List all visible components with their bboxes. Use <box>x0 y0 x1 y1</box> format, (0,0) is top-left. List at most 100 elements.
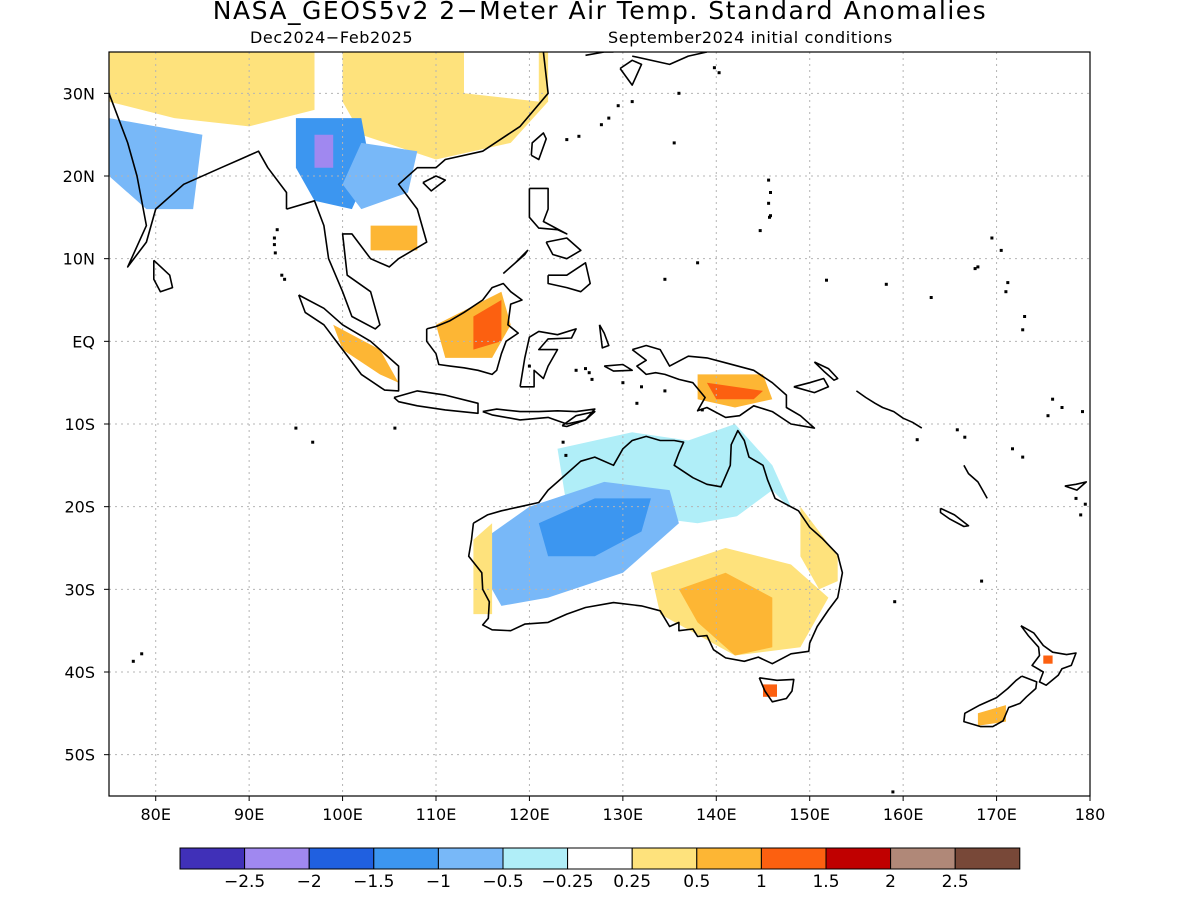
island-dot <box>577 134 581 138</box>
coastline-nz-north <box>1020 625 1077 687</box>
lon-tick-label: 110E <box>416 805 457 824</box>
island-dot <box>640 385 643 389</box>
coastline-hainan <box>422 175 447 192</box>
lat-tick-label: EQ <box>72 332 95 351</box>
colorbar-swatch <box>567 847 633 870</box>
coastline-fiji <box>1064 481 1088 491</box>
island-dot <box>635 401 639 405</box>
island-dot <box>272 236 276 240</box>
island-dot <box>1051 397 1055 401</box>
island-dot <box>131 659 135 663</box>
island-dot <box>884 282 888 286</box>
island-dot <box>767 178 771 182</box>
colorbar-swatch <box>373 847 439 870</box>
island-dot <box>769 214 772 218</box>
graticule <box>109 52 1090 796</box>
island-dot <box>1004 290 1008 294</box>
island-dot <box>393 426 397 430</box>
island-dot <box>768 215 771 219</box>
island-dot <box>825 278 828 282</box>
island-dot <box>663 389 667 393</box>
island-dot <box>696 261 700 265</box>
coastline-layer <box>109 52 1088 794</box>
coastline-japan-kyushu <box>619 59 643 86</box>
island-dot <box>275 228 279 232</box>
map-frame <box>108 51 1091 797</box>
lon-tick-label: 100E <box>322 805 363 824</box>
lat-tick-label: 10N <box>63 250 95 269</box>
colorbar-swatch <box>308 847 375 870</box>
anomaly-shading-layer <box>109 52 1053 726</box>
colorbar: −2.5 −2 −1.5 −1 −0.5 −0.25 0.25 0.5 1 1.5 2 2.5 <box>179 847 1021 892</box>
lon-tick-label: 90E <box>234 805 264 824</box>
colorbar-label: 2.5 <box>942 872 969 892</box>
colorbar-swatch <box>437 847 504 870</box>
coastline-taiwan <box>530 132 548 161</box>
coastline-tasmania <box>758 677 795 703</box>
coastline-korea-japan <box>585 52 614 57</box>
island-dot <box>1021 328 1025 332</box>
colorbar-label: −0.25 <box>542 872 594 892</box>
island-dot <box>929 296 933 299</box>
colorbar-label: 1.5 <box>812 872 839 892</box>
island-dot <box>561 440 565 444</box>
island-dot <box>1060 406 1064 409</box>
coastline-japan-honshu <box>632 52 708 66</box>
colorbar-swatch <box>954 847 1021 870</box>
island-dot <box>1021 455 1025 459</box>
colorbar-swatch <box>760 847 827 870</box>
anomaly-region-new-zealand-north-warm <box>1043 655 1053 664</box>
lat-tick-label: 30S <box>64 580 95 599</box>
lon-tick-label: 80E <box>140 805 170 824</box>
coastline-vanuatu <box>963 464 988 499</box>
island-dot <box>1081 410 1084 414</box>
island-dot <box>717 71 721 75</box>
island-dot <box>1023 315 1027 318</box>
anomaly-region-western-india-cool <box>109 118 203 210</box>
anomaly-region-myanmar-core <box>314 134 334 168</box>
colorbar-swatch <box>244 847 310 870</box>
island-dot <box>963 435 967 439</box>
colorbar-swatch <box>890 847 956 870</box>
colorbar-swatch <box>502 847 569 870</box>
coastline-luzon <box>528 187 568 235</box>
island-dot <box>294 426 298 430</box>
colorbar-swatch <box>631 847 698 870</box>
lat-tick-label: 40S <box>64 663 95 682</box>
island-dot <box>283 277 287 281</box>
anomaly-region-east-china-coast <box>464 52 539 102</box>
island-dot <box>769 191 772 194</box>
lon-tick-label: 140E <box>696 805 737 824</box>
lon-tick-label: 130E <box>603 805 644 824</box>
lon-tick-label: 120E <box>509 805 550 824</box>
island-dot <box>621 381 625 385</box>
island-dot <box>891 790 895 794</box>
island-dot <box>973 267 977 271</box>
island-dot <box>700 408 704 412</box>
coastline-sumatra <box>297 294 400 392</box>
island-dot <box>712 66 716 70</box>
coastline-solomons <box>855 390 923 429</box>
island-dot <box>616 104 620 108</box>
island-dot <box>999 248 1003 252</box>
anomaly-region-aus-interior-cool <box>538 498 651 557</box>
coastline-mindanao <box>547 261 592 293</box>
island-dot <box>584 367 587 371</box>
axis-labels: 80E 90E 100E 110E 120E 130E 140E 150E 160E 170E 18… <box>63 84 1106 824</box>
island-dot <box>1006 281 1010 285</box>
colorbar-swatch <box>825 847 892 870</box>
island-dot <box>574 368 578 372</box>
coastline-india <box>109 93 288 268</box>
anomaly-region-aus-sw-coast <box>473 523 493 615</box>
coastline-sri-lanka <box>153 259 174 293</box>
colorbar-label: −2 <box>297 872 322 892</box>
island-dot <box>767 201 771 205</box>
island-dot <box>1079 513 1083 517</box>
coastline-timor <box>561 410 596 428</box>
coastline-new-guinea <box>631 344 816 429</box>
island-dot <box>273 251 277 255</box>
island-dot <box>1046 414 1050 418</box>
lat-tick-label: 20N <box>63 167 95 186</box>
lon-tick-label: 150E <box>789 805 830 824</box>
